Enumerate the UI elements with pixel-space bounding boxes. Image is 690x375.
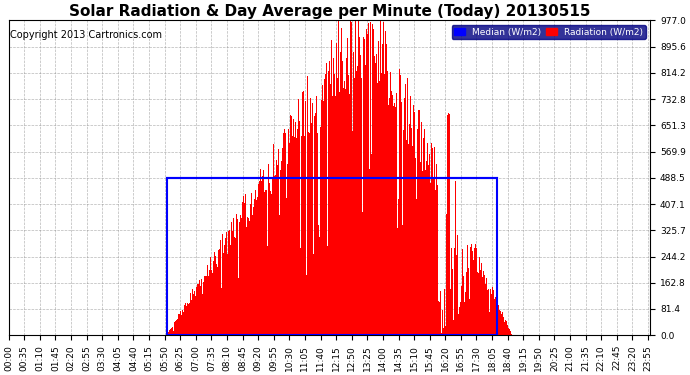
Text: Copyright 2013 Cartronics.com: Copyright 2013 Cartronics.com	[10, 30, 162, 40]
Title: Solar Radiation & Day Average per Minute (Today) 20130515: Solar Radiation & Day Average per Minute…	[69, 4, 590, 19]
Bar	[167, 178, 497, 335]
Legend: Median (W/m2), Radiation (W/m2): Median (W/m2), Radiation (W/m2)	[451, 25, 646, 39]
